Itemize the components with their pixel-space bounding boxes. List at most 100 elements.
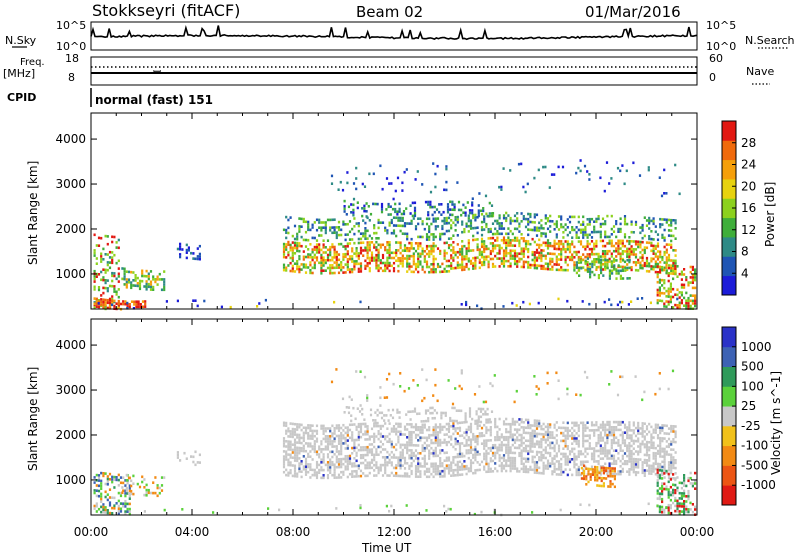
velocity-echo-cell bbox=[419, 470, 422, 473]
velocity-echo-cell bbox=[324, 463, 327, 467]
velocity-echo-cell bbox=[190, 455, 193, 458]
velocity-echo-cell bbox=[489, 420, 492, 424]
power-echo-cell bbox=[546, 267, 550, 271]
velocity-echo-cell bbox=[535, 453, 539, 456]
power-echo-cell bbox=[456, 243, 459, 246]
velocity-echo-cell bbox=[315, 471, 319, 474]
velocity-echo-cell bbox=[469, 428, 473, 431]
power-echo-cell bbox=[549, 257, 552, 261]
velocity-echo-cell bbox=[198, 461, 201, 464]
velocity-echo-cell bbox=[573, 452, 576, 456]
velocity-echo-cell bbox=[535, 424, 539, 428]
power-echo-cell bbox=[429, 203, 432, 206]
power-echo-cell bbox=[298, 249, 301, 253]
power-echo-cell bbox=[507, 214, 510, 217]
velocity-echo-cell bbox=[145, 491, 148, 494]
power-echo-cell bbox=[619, 252, 622, 256]
velocity-echo-cell bbox=[115, 478, 118, 482]
power-echo-cell bbox=[363, 204, 366, 208]
velocity-echo-cell bbox=[93, 481, 96, 484]
velocity-echo-cell bbox=[628, 444, 631, 448]
velocity-echo-cell bbox=[357, 422, 360, 426]
power-echo-cell bbox=[430, 244, 433, 248]
velocity-echo-cell bbox=[364, 448, 367, 452]
power-echo-cell bbox=[381, 256, 385, 260]
velocity-echo-cell bbox=[456, 440, 459, 443]
power-echo-cell bbox=[513, 239, 517, 242]
power-echo-cell bbox=[326, 266, 330, 270]
power-echo-cell bbox=[104, 298, 107, 302]
velocity-echo-cell bbox=[293, 430, 297, 434]
velocity-echo-cell bbox=[359, 469, 363, 473]
velocity-echo-cell bbox=[511, 451, 514, 455]
power-echo-cell bbox=[291, 267, 294, 270]
power-echo-cell bbox=[436, 265, 440, 269]
velocity-echo-cell bbox=[335, 447, 338, 451]
velocity-echo-cell bbox=[626, 460, 629, 463]
power-echo-cell bbox=[520, 265, 523, 269]
power-echo-cell bbox=[453, 205, 456, 209]
velocity-echo-cell bbox=[433, 409, 436, 412]
velocity-echo-cell bbox=[610, 472, 613, 476]
velocity-echo-cell bbox=[296, 436, 299, 439]
power-echo-cell bbox=[663, 253, 666, 257]
velocity-echo-cell bbox=[100, 487, 103, 490]
power-echo-cell bbox=[650, 265, 653, 268]
power-echo-cell bbox=[149, 285, 153, 289]
power-echo-cell bbox=[351, 238, 354, 241]
velocity-echo-cell bbox=[111, 506, 114, 510]
power-echo-cell bbox=[443, 270, 446, 273]
power-echo-cell bbox=[413, 209, 417, 212]
velocity-echo-cell bbox=[656, 436, 660, 440]
power-echo-cell bbox=[549, 252, 552, 255]
velocity-echo-cell bbox=[346, 428, 349, 432]
power-echo-cell bbox=[366, 241, 369, 244]
power-echo-cell bbox=[467, 230, 470, 233]
velocity-echo-cell bbox=[670, 456, 673, 459]
power-echo-cell bbox=[678, 272, 681, 276]
velocity-echo-cell bbox=[551, 446, 554, 450]
power-echo-cell bbox=[285, 245, 288, 249]
power-echo-cell bbox=[573, 215, 576, 219]
velocity-echo-cell bbox=[368, 443, 371, 446]
power-echo-cell bbox=[575, 271, 578, 275]
velocity-echo-cell bbox=[527, 423, 530, 427]
velocity-echo-cell bbox=[630, 468, 633, 471]
power-echo-cell bbox=[483, 250, 486, 254]
velocity-echo-cell bbox=[502, 456, 506, 460]
power-echo-cell bbox=[434, 244, 437, 248]
velocity-echo-cell bbox=[348, 454, 352, 458]
velocity-echo-cell bbox=[609, 472, 612, 475]
velocity-echo-cell bbox=[384, 422, 387, 425]
velocity-echo-cell bbox=[540, 458, 543, 462]
power-echo-cell bbox=[676, 293, 679, 297]
velocity-echo-cell bbox=[342, 473, 345, 476]
velocity-echo-cell bbox=[434, 433, 437, 437]
velocity-echo-cell bbox=[513, 446, 517, 450]
power-echo-cell bbox=[531, 228, 534, 232]
velocity-echo-cell bbox=[617, 444, 620, 447]
power-echo-cell bbox=[320, 221, 323, 224]
power-echo-cell bbox=[287, 264, 290, 267]
power-echo-cell bbox=[665, 192, 668, 195]
velocity-echo-cell bbox=[447, 422, 451, 426]
power-echo-cell bbox=[472, 226, 475, 230]
power-echo-cell bbox=[380, 205, 384, 209]
power-echo-cell bbox=[412, 260, 415, 263]
power-echo-cell bbox=[348, 270, 352, 274]
velocity-echo-cell bbox=[375, 474, 378, 477]
velocity-echo-cell bbox=[520, 449, 523, 452]
velocity-echo-cell bbox=[318, 455, 321, 459]
velocity-echo-cell bbox=[518, 418, 521, 421]
velocity-echo-cell bbox=[564, 457, 567, 461]
power-echo-cell bbox=[289, 256, 292, 260]
velocity-echo-cell bbox=[366, 464, 369, 467]
velocity-echo-cell bbox=[392, 427, 396, 431]
velocity-echo-cell bbox=[663, 476, 666, 479]
power-echo-cell bbox=[373, 256, 376, 260]
velocity-echo-cell bbox=[643, 430, 646, 433]
power-echo-cell bbox=[527, 223, 530, 226]
velocity-echo-cell bbox=[331, 432, 334, 435]
velocity-echo-cell bbox=[413, 410, 417, 413]
power-echo-cell bbox=[460, 208, 463, 212]
